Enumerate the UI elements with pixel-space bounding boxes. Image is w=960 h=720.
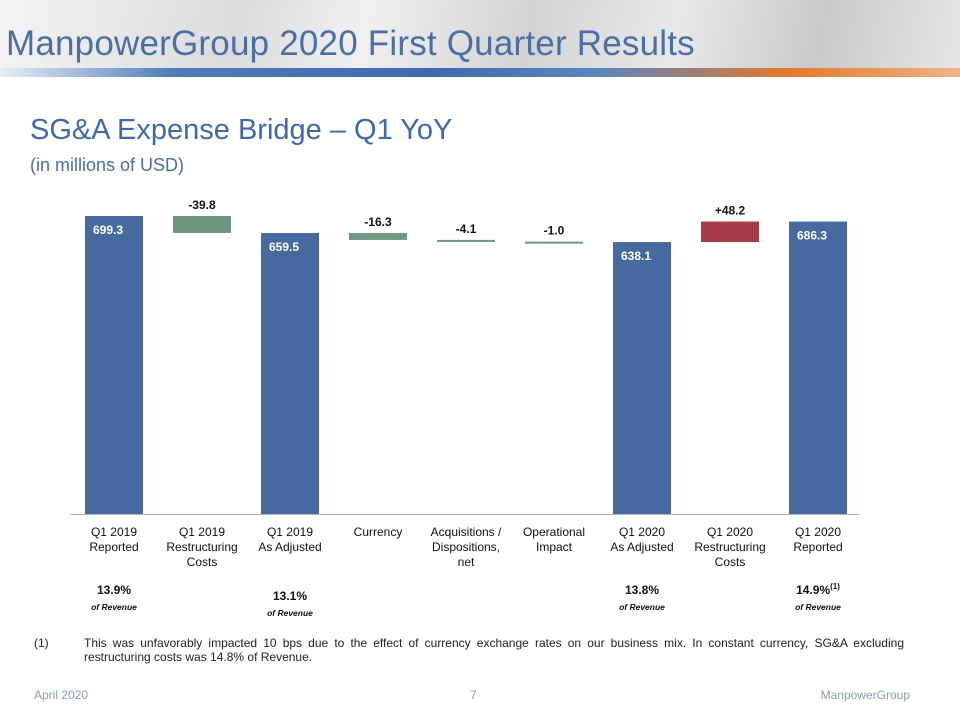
category-label-4-1: Dispositions, bbox=[432, 540, 500, 554]
revenue-pct-value-6: 13.8% bbox=[625, 583, 659, 597]
bar-value-label-8: 686.3 bbox=[797, 229, 827, 243]
bar-value-label-1: -39.8 bbox=[188, 198, 216, 212]
revenue-pct-0: 13.9% bbox=[97, 583, 131, 597]
bar-1 bbox=[173, 216, 231, 233]
bar-0 bbox=[85, 216, 143, 514]
revenue-pct-value-2: 13.1% bbox=[273, 589, 307, 603]
page-title: ManpowerGroup 2020 First Quarter Results bbox=[6, 24, 695, 63]
bar-3 bbox=[349, 232, 407, 240]
category-label-4-0: Acquisitions / bbox=[431, 525, 502, 539]
bar-7 bbox=[701, 221, 759, 243]
revenue-pct-caption-6: of Revenue bbox=[619, 602, 665, 612]
category-label-5-0: Operational bbox=[523, 525, 585, 539]
bar-value-label-7: +48.2 bbox=[715, 204, 746, 218]
category-label-0-0: Q1 2019 bbox=[91, 525, 137, 539]
chart-subtitle: (in millions of USD) bbox=[30, 155, 185, 175]
category-label-8-0: Q1 2020 bbox=[795, 525, 841, 539]
bar-2 bbox=[261, 232, 319, 514]
bar-value-label-2: 659.5 bbox=[269, 240, 299, 254]
footer-page-number: 7 bbox=[470, 688, 477, 702]
category-label-7-1: Restructuring bbox=[694, 540, 765, 554]
header-banner bbox=[0, 0, 960, 74]
category-label-8-1: Reported bbox=[793, 540, 842, 554]
category-label-1-2: Costs bbox=[187, 555, 218, 569]
revenue-pct-caption-2: of Revenue bbox=[267, 608, 313, 618]
bar-value-label-4: -4.1 bbox=[456, 222, 477, 236]
category-label-6-1: As Adjusted bbox=[610, 540, 673, 554]
revenue-pct-value-0: 13.9% bbox=[97, 583, 131, 597]
category-label-1-1: Restructuring bbox=[166, 540, 237, 554]
bar-6 bbox=[613, 242, 671, 515]
revenue-pct-2: 13.1% bbox=[273, 589, 307, 603]
bar-value-label-6: 638.1 bbox=[621, 249, 651, 263]
revenue-pct-6: 13.8% bbox=[625, 583, 659, 597]
bar-value-label-3: -16.3 bbox=[364, 215, 392, 229]
revenue-pct-footnote-ref-8: (1) bbox=[830, 582, 840, 591]
bar-value-label-0: 699.3 bbox=[93, 223, 123, 237]
revenue-pct-caption-0: of Revenue bbox=[91, 602, 137, 612]
revenue-pct-8: 14.9%(1) bbox=[796, 582, 840, 597]
category-label-3-0: Currency bbox=[354, 525, 403, 539]
chart-title: SG&A Expense Bridge – Q1 YoY bbox=[30, 114, 453, 146]
category-label-7-2: Costs bbox=[715, 555, 746, 569]
category-label-7-0: Q1 2020 bbox=[707, 525, 753, 539]
category-label-2-1: As Adjusted bbox=[258, 540, 321, 554]
bar-4 bbox=[437, 239, 495, 242]
footer-date: April 2020 bbox=[34, 688, 89, 702]
category-label-0-1: Reported bbox=[89, 540, 138, 554]
header-color-bar bbox=[0, 68, 960, 77]
category-label-1-0: Q1 2019 bbox=[179, 525, 225, 539]
footnote-number: (1) bbox=[34, 636, 49, 650]
footnote-text: This was unfavorably impacted 10 bps due… bbox=[84, 636, 904, 664]
revenue-pct-value-8: 14.9% bbox=[796, 583, 830, 597]
category-label-2-0: Q1 2019 bbox=[267, 525, 313, 539]
bar-5 bbox=[525, 241, 583, 244]
category-label-6-0: Q1 2020 bbox=[619, 525, 665, 539]
category-label-4-2: net bbox=[458, 555, 475, 569]
revenue-pct-caption-8: of Revenue bbox=[795, 602, 841, 612]
bar-8 bbox=[789, 221, 847, 514]
bar-value-label-5: -1.0 bbox=[544, 224, 565, 238]
category-label-5-1: Impact bbox=[536, 540, 573, 554]
footer-company: ManpowerGroup bbox=[820, 688, 910, 702]
